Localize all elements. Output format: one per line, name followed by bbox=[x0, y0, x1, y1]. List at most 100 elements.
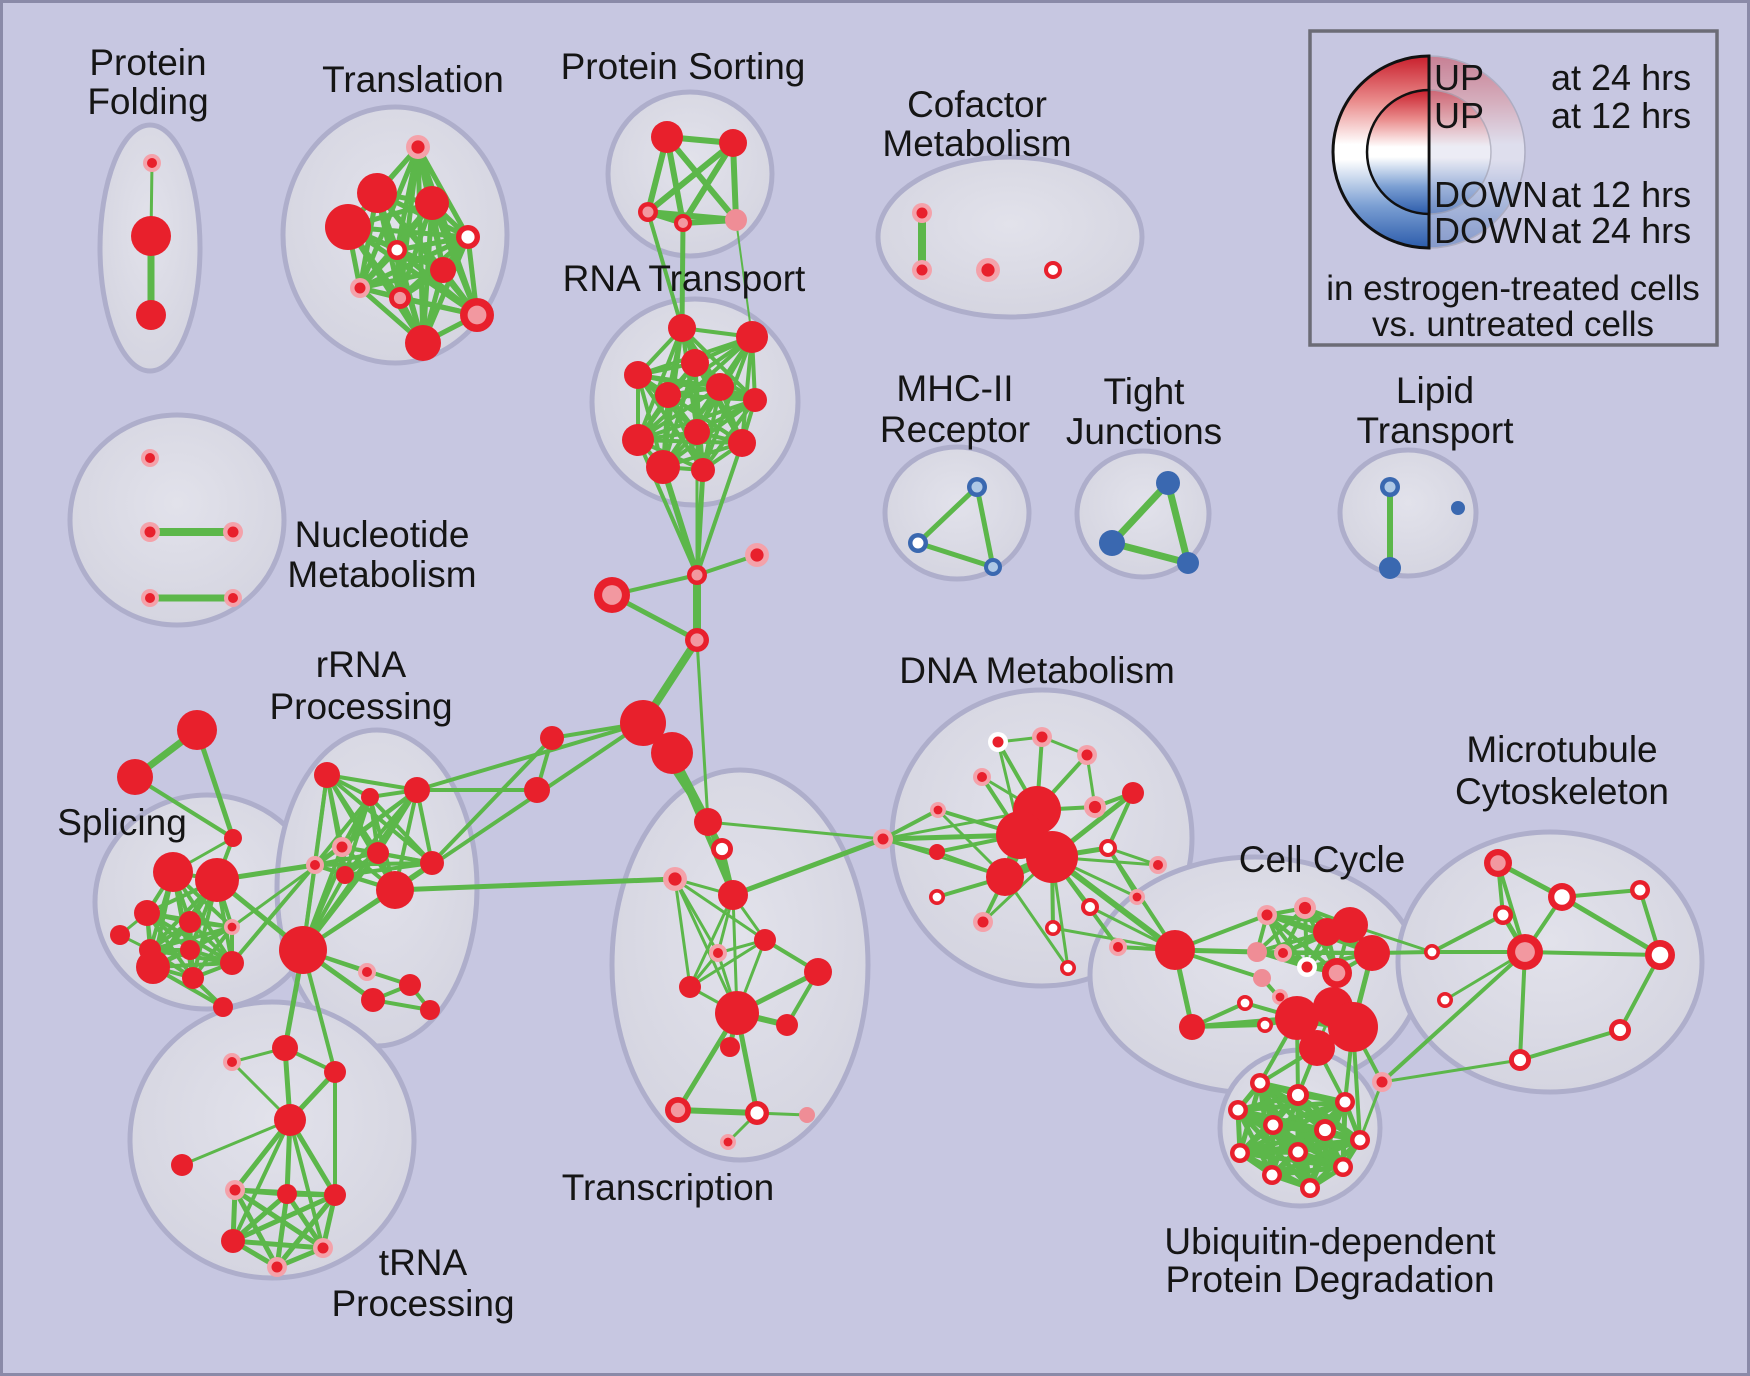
network-edge bbox=[274, 1191, 290, 1270]
network-edge bbox=[1430, 913, 1505, 954]
network-edge bbox=[284, 1191, 326, 1251]
gene-node-rt7 bbox=[743, 388, 767, 412]
gene-node-tnA bbox=[272, 1035, 298, 1061]
network-edge bbox=[148, 925, 234, 952]
gene-node-tn5 bbox=[324, 1184, 346, 1206]
network-edge bbox=[915, 540, 996, 570]
cluster-protein-folding-label: Folding bbox=[87, 81, 208, 122]
network-edge bbox=[313, 861, 434, 867]
cluster-trna-processing-label: tRNA bbox=[379, 1242, 468, 1283]
gene-node-d9 bbox=[1026, 831, 1078, 883]
gene-node-t1-center bbox=[411, 140, 425, 154]
network-edge bbox=[1518, 950, 1527, 1062]
gene-node-tx13-center bbox=[750, 1106, 764, 1120]
network-edge bbox=[230, 1238, 326, 1251]
gene-node-cc10 bbox=[1253, 969, 1271, 987]
gene-node-j1 bbox=[1156, 471, 1180, 495]
gene-node-d10 bbox=[986, 858, 1024, 896]
gene-node-u8-center bbox=[1234, 1147, 1246, 1159]
gene-node-h5 bbox=[620, 700, 666, 746]
network-edge bbox=[673, 877, 692, 989]
gene-node-rr10 bbox=[279, 926, 327, 974]
network-edge bbox=[288, 1118, 325, 1250]
gene-node-rr11 bbox=[361, 988, 385, 1012]
gene-node-sp7 bbox=[180, 940, 200, 960]
gene-node-l3 bbox=[1451, 501, 1465, 515]
network-edge bbox=[392, 876, 678, 893]
gene-node-u5-center bbox=[1267, 1119, 1279, 1131]
network-edge bbox=[680, 326, 757, 402]
network-edge bbox=[881, 808, 940, 841]
network-edge bbox=[701, 385, 722, 472]
gene-node-rt10 bbox=[728, 429, 756, 457]
gene-node-cc7-center bbox=[1301, 961, 1313, 973]
gene-node-sp9 bbox=[182, 967, 204, 989]
network-edge bbox=[429, 200, 480, 318]
gene-node-d2-center bbox=[1036, 731, 1048, 743]
network-edge bbox=[394, 234, 471, 253]
legend-time-label: at 24 hrs bbox=[1551, 210, 1691, 251]
cluster-lipid-transport-region bbox=[1337, 447, 1479, 579]
cluster-lipid-transport-label: Transport bbox=[1357, 410, 1515, 451]
network-edge bbox=[675, 1107, 760, 1116]
gene-node-rt2 bbox=[736, 321, 768, 353]
network-edge bbox=[368, 795, 434, 865]
gene-node-d20-center bbox=[1153, 860, 1163, 870]
cluster-ubiquitin-degradation-label: Ubiquitin-dependent bbox=[1164, 1221, 1496, 1262]
gene-node-d5-center bbox=[933, 805, 943, 815]
gene-node-sp1 bbox=[153, 852, 193, 892]
cluster-microtubule-cytoskeleton-label: Microtubule bbox=[1466, 729, 1657, 770]
network-edge bbox=[1380, 1058, 1522, 1084]
network-edge bbox=[430, 736, 554, 865]
gene-node-rr4-center bbox=[336, 841, 348, 853]
gene-node-c2-center bbox=[916, 264, 928, 276]
network-edge bbox=[230, 1192, 338, 1244]
network-edge bbox=[1108, 479, 1172, 547]
cluster-rrna-processing-label: Processing bbox=[269, 686, 452, 727]
gene-node-m1-center bbox=[971, 481, 983, 493]
gene-node-mt9-center bbox=[1513, 1053, 1527, 1067]
gene-node-s2 bbox=[719, 129, 747, 157]
gene-node-sp8 bbox=[136, 950, 170, 984]
gene-node-sp3 bbox=[134, 900, 160, 926]
gene-node-cc1-center bbox=[1261, 909, 1273, 921]
gene-node-rr6 bbox=[336, 866, 354, 884]
gene-node-t7 bbox=[430, 257, 456, 283]
legend-time-label: at 24 hrs bbox=[1551, 57, 1691, 98]
network-edge bbox=[660, 464, 700, 578]
gene-node-cc8-center bbox=[1328, 964, 1346, 982]
gene-node-d21-center bbox=[1088, 800, 1102, 814]
gene-node-rr12 bbox=[399, 974, 421, 996]
gene-node-n1-center bbox=[145, 453, 155, 463]
gene-node-t10-center bbox=[467, 305, 487, 325]
gene-node-cc17 bbox=[1299, 1030, 1335, 1066]
gene-node-s3-center bbox=[642, 206, 654, 218]
gene-node-tn6 bbox=[221, 1229, 245, 1253]
network-edge bbox=[357, 267, 446, 291]
gene-node-n4-center bbox=[145, 593, 155, 603]
gene-node-g3 bbox=[224, 829, 242, 847]
gene-node-d17-center bbox=[1132, 892, 1142, 902]
gene-node-u7-center bbox=[1354, 1134, 1366, 1146]
cluster-nucleotide-metabolism-region bbox=[67, 412, 287, 628]
gene-node-t6-center bbox=[391, 244, 403, 256]
legend-direction-label: DOWN bbox=[1434, 210, 1548, 251]
gene-node-g1 bbox=[177, 710, 217, 750]
network-edge bbox=[1523, 950, 1662, 957]
network-edge bbox=[1108, 539, 1192, 567]
gene-node-tx8 bbox=[804, 958, 832, 986]
gene-node-rr2 bbox=[361, 788, 379, 806]
gene-node-mt6-center bbox=[1651, 946, 1669, 964]
gene-node-tx2-center bbox=[715, 842, 729, 856]
cluster-rna-transport-label: RNA Transport bbox=[563, 258, 806, 299]
network-edge bbox=[701, 398, 757, 472]
network-edge bbox=[274, 1192, 338, 1270]
cluster-dna-metabolism-label: DNA Metabolism bbox=[899, 650, 1175, 691]
gene-node-u4-center bbox=[1232, 1104, 1244, 1116]
gene-node-t4 bbox=[415, 186, 449, 220]
gene-node-j2 bbox=[1099, 530, 1125, 556]
network-edge bbox=[313, 795, 372, 867]
